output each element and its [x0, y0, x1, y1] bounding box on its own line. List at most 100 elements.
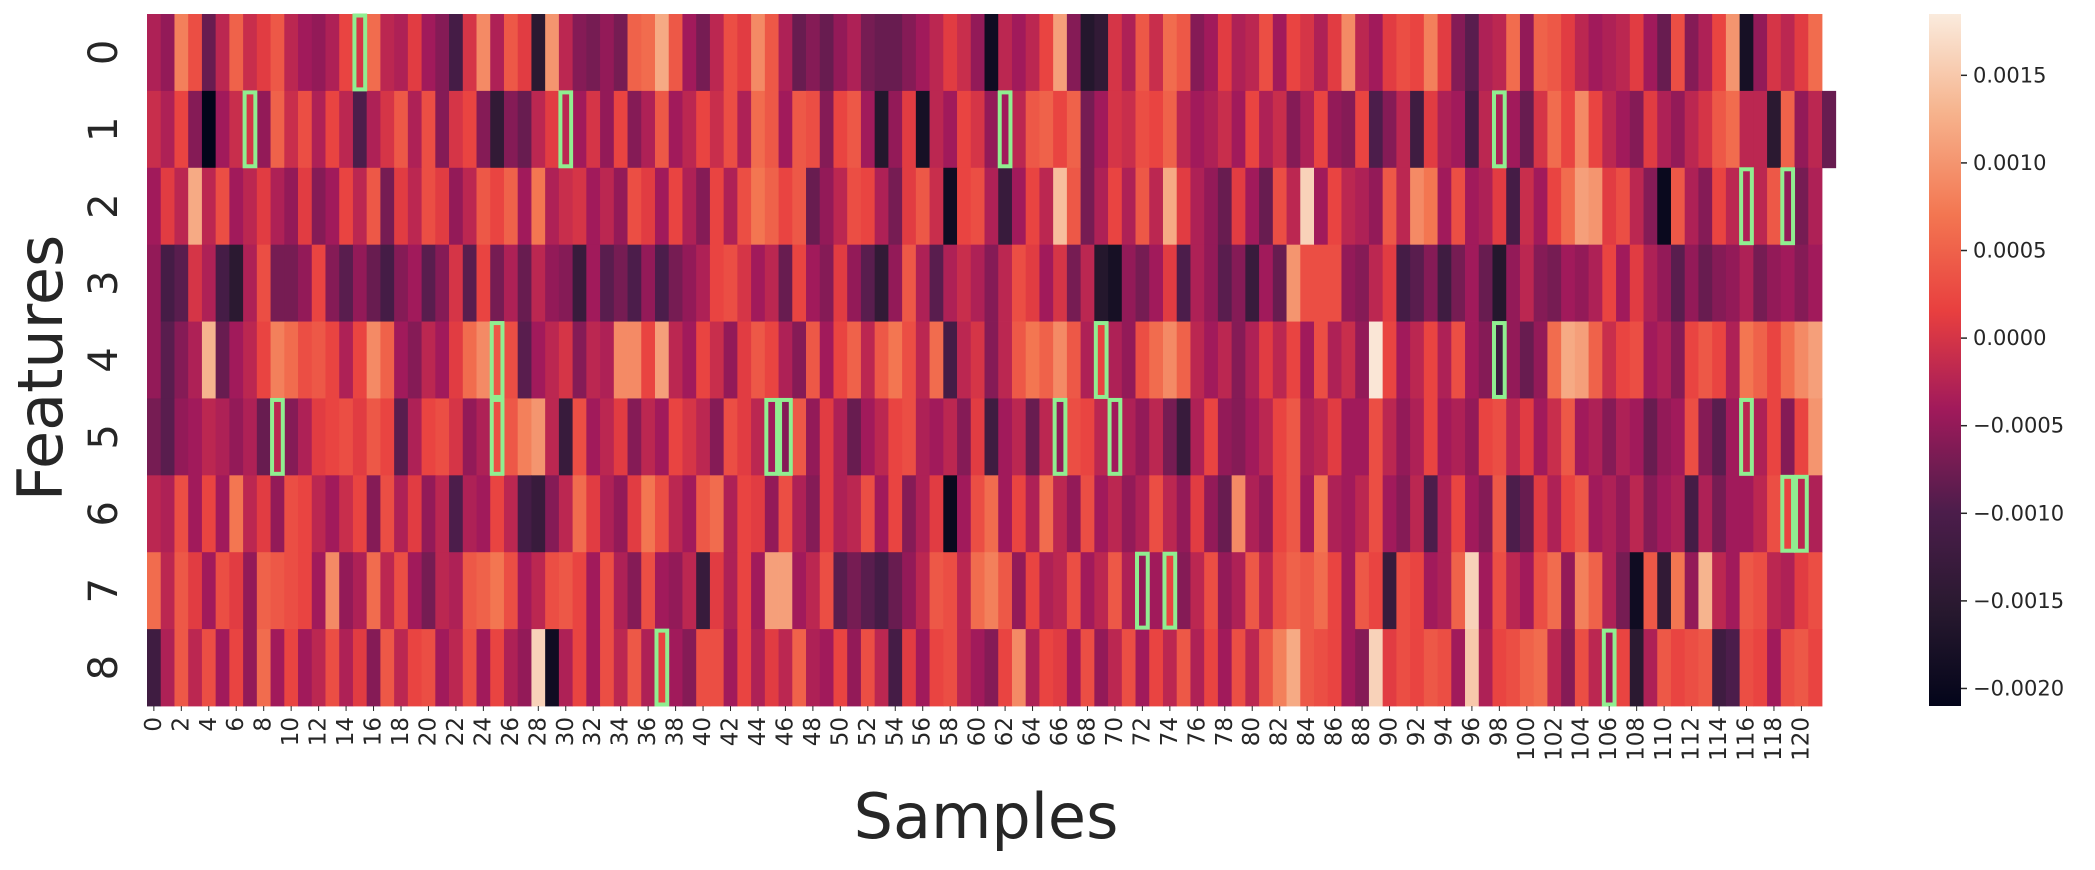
heatmap-cell — [600, 244, 615, 322]
heatmap-cell — [1506, 321, 1521, 399]
heatmap-cell — [902, 167, 917, 246]
heatmap-cell — [1204, 244, 1219, 322]
heatmap-cell — [229, 321, 244, 399]
heatmap-cell — [1423, 14, 1438, 92]
heatmap-cell — [1657, 475, 1672, 553]
heatmap-cell — [1588, 244, 1603, 322]
heatmap-cell — [806, 167, 821, 246]
heatmap-cell — [325, 398, 340, 476]
y-tick-label: 7 — [81, 578, 127, 603]
heatmap-cell — [1355, 629, 1370, 707]
heatmap-cell — [957, 398, 972, 476]
heatmap-cell — [1725, 244, 1741, 322]
heatmap-cell — [1478, 14, 1493, 92]
heatmap-cell — [613, 629, 628, 707]
heatmap-cell — [1712, 629, 1727, 707]
x-tick-label: 80 — [1239, 717, 1265, 746]
heatmap-cell — [1616, 321, 1631, 399]
heatmap-cell — [421, 90, 436, 169]
heatmap-cell — [1423, 90, 1438, 169]
heatmap-cell — [1204, 321, 1219, 399]
heatmap-cell — [174, 167, 189, 246]
heatmap-cell — [737, 629, 752, 707]
heatmap-cell — [545, 552, 560, 630]
heatmap-cell — [1698, 167, 1713, 246]
heatmap-cell — [1574, 552, 1589, 630]
heatmap-cell — [1162, 475, 1178, 553]
heatmap-cell — [847, 14, 862, 92]
heatmap-cell — [325, 629, 340, 707]
heatmap-cell — [586, 552, 601, 630]
heatmap-cell — [1492, 244, 1507, 322]
heatmap-cell — [174, 321, 189, 399]
heatmap-cell — [957, 167, 972, 246]
heatmap-cell — [874, 90, 889, 169]
heatmap-cell — [709, 167, 725, 246]
colorbar-tick-label: 0.0000 — [1973, 326, 2046, 350]
x-tick-label: 72 — [1129, 717, 1155, 746]
heatmap-cell — [1272, 475, 1287, 553]
heatmap-cell — [1780, 14, 1795, 92]
heatmap-cell — [188, 321, 203, 399]
heatmap-cell — [1423, 398, 1438, 476]
heatmap-cell — [201, 244, 217, 322]
heatmap-cell — [929, 167, 944, 246]
heatmap-cell — [806, 244, 821, 322]
heatmap-cell — [1465, 321, 1480, 399]
heatmap-cell — [998, 552, 1013, 630]
heatmap-cell — [1149, 629, 1164, 707]
heatmap-cell — [902, 398, 917, 476]
heatmap-cell — [792, 629, 807, 707]
heatmap-cell — [1053, 167, 1068, 246]
heatmap-cell — [888, 167, 903, 246]
heatmap-cell — [1794, 629, 1809, 707]
heatmap-cell — [1011, 629, 1027, 707]
heatmap-cell — [270, 629, 285, 707]
heatmap-cell — [284, 244, 299, 322]
heatmap-cell — [1053, 321, 1068, 399]
heatmap-cell — [545, 629, 560, 707]
highlight-box — [489, 321, 505, 399]
heatmap-cell — [1561, 90, 1576, 169]
heatmap-cell — [256, 244, 271, 322]
heatmap-cell — [1780, 629, 1795, 707]
heatmap-cell — [503, 167, 519, 246]
heatmap-cell — [1396, 552, 1411, 630]
heatmap-cell — [407, 321, 422, 399]
heatmap-cell — [1492, 629, 1507, 707]
heatmap-cell — [229, 398, 244, 476]
heatmap-cell — [284, 398, 299, 476]
heatmap-cell — [1629, 552, 1644, 630]
heatmap-cell — [1108, 244, 1123, 322]
heatmap-cell — [696, 552, 711, 630]
heatmap-cell — [1465, 552, 1480, 630]
heatmap-cell — [1767, 244, 1782, 322]
heatmap-cell — [1478, 629, 1493, 707]
heatmap-cell — [627, 14, 642, 92]
heatmap-cell — [833, 90, 848, 169]
heatmap-cell — [1519, 321, 1535, 399]
heatmap-cell — [1465, 475, 1480, 553]
heatmap-cell — [1643, 244, 1658, 322]
heatmap-cell — [627, 167, 642, 246]
heatmap-cell — [970, 90, 985, 169]
heatmap-cell — [874, 244, 889, 322]
heatmap-cell — [1011, 552, 1027, 630]
heatmap-cell — [545, 321, 560, 399]
heatmap-cell — [1382, 90, 1397, 169]
heatmap-cell — [380, 629, 395, 707]
heatmap-cell — [1616, 167, 1631, 246]
heatmap-cell — [284, 14, 299, 92]
heatmap-cell — [1767, 475, 1782, 553]
heatmap-cell — [1314, 475, 1329, 553]
heatmap-cell — [1657, 398, 1672, 476]
heatmap-cell — [627, 398, 642, 476]
heatmap-cell — [888, 398, 903, 476]
heatmap-cell — [1808, 321, 1823, 399]
heatmap-cell — [1039, 244, 1054, 322]
heatmap-cell — [1629, 244, 1644, 322]
x-tick-label: 82 — [1267, 717, 1293, 746]
heatmap-cell — [1190, 244, 1205, 322]
heatmap-cell — [229, 167, 244, 246]
heatmap-cell — [1533, 398, 1548, 476]
